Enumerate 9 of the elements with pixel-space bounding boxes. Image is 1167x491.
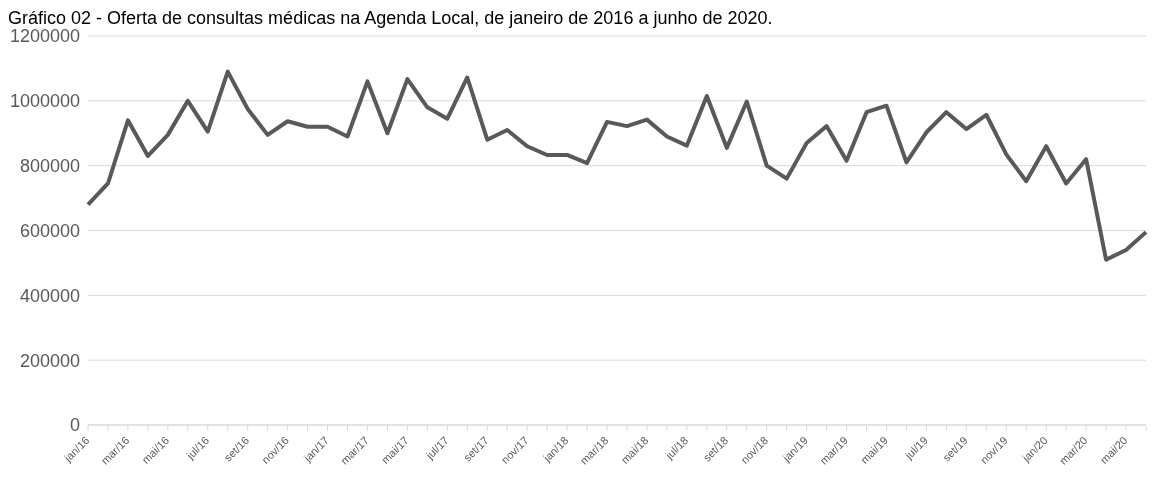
y-tick-label: 400000	[19, 285, 80, 306]
y-tick-label: 600000	[19, 220, 80, 241]
y-tick-label: 1000000	[9, 91, 80, 112]
y-tick-label: 1200000	[9, 26, 80, 47]
line-series	[86, 69, 1148, 262]
y-tick-label: 800000	[19, 156, 80, 177]
y-tick-label: 0	[69, 415, 80, 436]
y-tick-label: 200000	[19, 350, 80, 371]
chart-title: Gráfico 02 - Oferta de consultas médicas na Agenda Local, de janeiro de 2016 a junho de 2020.	[8, 8, 774, 28]
